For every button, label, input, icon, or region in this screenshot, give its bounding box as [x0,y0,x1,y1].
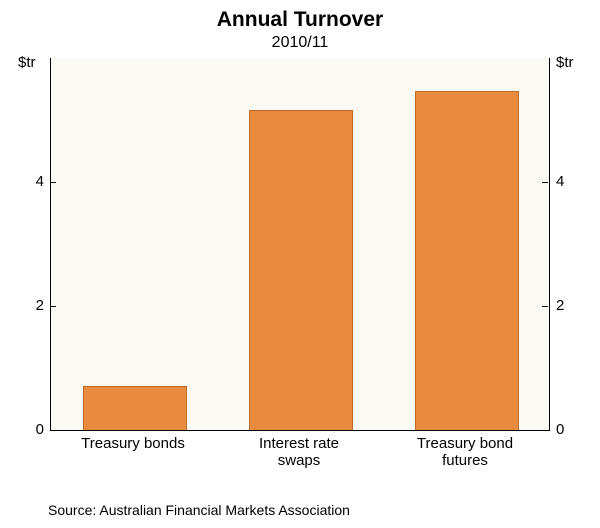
ytick-mark [50,306,56,307]
category-label: Interest rateswaps [216,435,382,470]
bar [83,386,188,430]
y-unit-right: $tr [556,54,574,71]
source-text: Source: Australian Financial Markets Ass… [48,502,350,518]
chart-subtitle: 2010/11 [0,34,600,52]
category-label: Treasury bonds [50,435,216,452]
ytick-label-right: 2 [556,297,586,314]
bar [249,110,354,430]
chart-title: Annual Turnover [0,0,600,32]
chart-area: $tr$tr002244Treasury bondsInterest rates… [0,58,600,478]
y-unit-left: $tr [18,54,36,71]
category-label: Treasury bondfutures [382,435,548,470]
ytick-mark [542,430,548,431]
ytick-label-left: 2 [14,297,44,314]
ytick-mark [50,430,56,431]
ytick-label-left: 0 [14,421,44,438]
ytick-mark [542,182,548,183]
ytick-mark [542,306,548,307]
ytick-label-left: 4 [14,173,44,190]
ytick-label-right: 0 [556,421,586,438]
bar [415,91,520,430]
plot-area [50,58,550,431]
ytick-mark [50,182,56,183]
ytick-label-right: 4 [556,173,586,190]
